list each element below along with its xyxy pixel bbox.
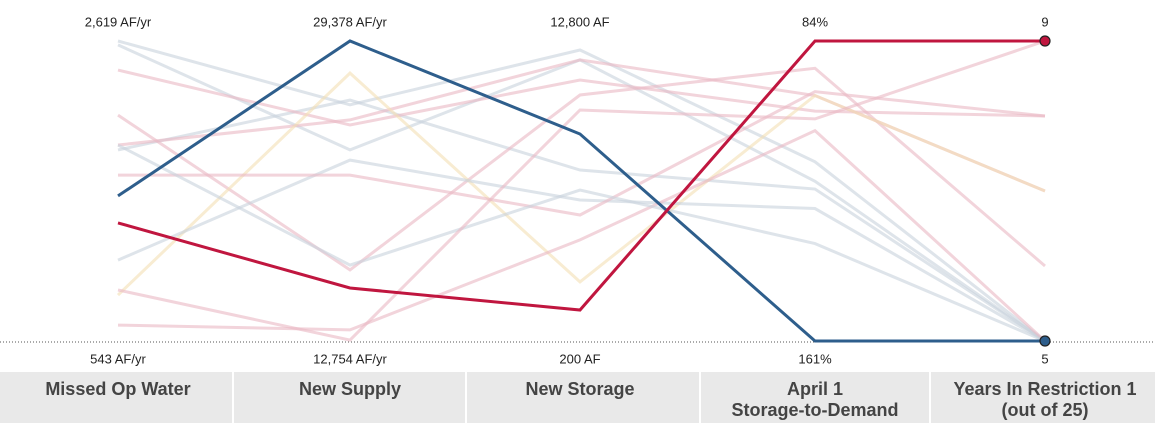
axis-tick-label: 12,800 AF [550, 14, 609, 29]
dimension-label: Missed Op Water [45, 379, 190, 399]
line [117, 66, 1046, 272]
axis-tick-label: 543 AF/yr [90, 351, 146, 366]
highlight-line [117, 39, 1045, 312]
line [117, 39, 1046, 342]
dimension-label: New Supply [299, 379, 401, 399]
dimension-label: Years In Restriction 1 [953, 379, 1136, 399]
dimension-label: (out of 25) [1002, 400, 1089, 420]
line [117, 98, 1046, 343]
dimension-label: April 1 [787, 379, 843, 399]
line [117, 128, 1047, 343]
axis-tick-label: 84% [802, 14, 828, 29]
dimension-label: New Storage [525, 379, 634, 399]
axis-tick-label: 200 AF [559, 351, 600, 366]
line [116, 71, 1046, 297]
header-band [0, 372, 1155, 423]
end-marker [1039, 35, 1051, 47]
line [117, 68, 1046, 127]
line [117, 39, 1046, 343]
line [117, 90, 1046, 217]
line [117, 158, 1046, 343]
axis-tick-label: 29,378 AF/yr [313, 14, 387, 29]
highlight-line [117, 39, 1045, 343]
axis-tick-label: 9 [1041, 14, 1048, 29]
axis-tick-label: 5 [1041, 351, 1048, 366]
axis-tick-label: 161% [798, 351, 832, 366]
axis-tick-label: 12,754 AF/yr [313, 351, 387, 366]
dimension-label: Storage-to-Demand [731, 400, 898, 420]
end-marker [1039, 335, 1051, 347]
axis-tick-label: 2,619 AF/yr [85, 14, 152, 29]
line [117, 143, 1046, 343]
